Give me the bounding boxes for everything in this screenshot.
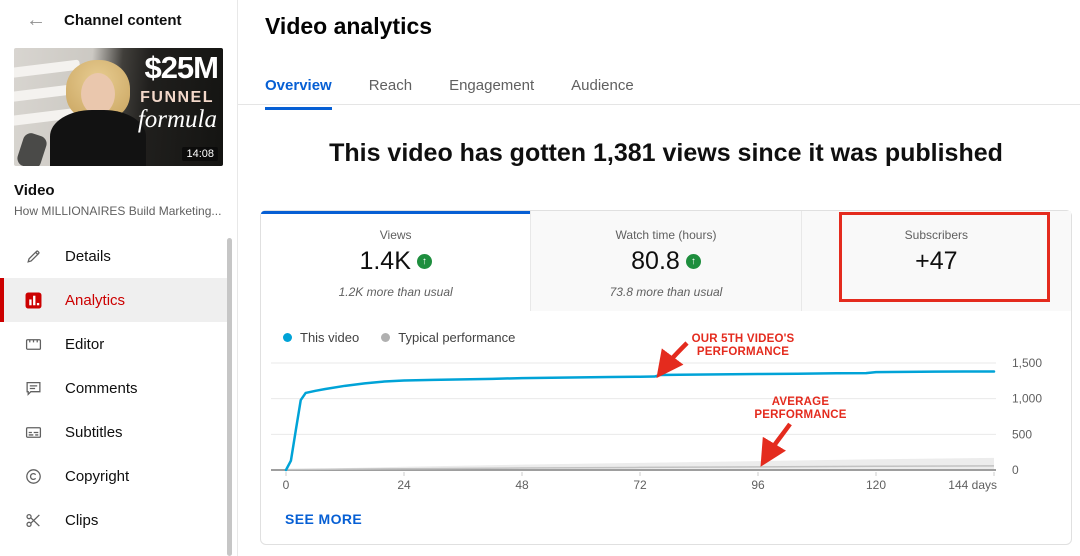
subtitles-icon bbox=[25, 424, 42, 441]
video-title: How MILLIONAIRES Build Marketing... bbox=[14, 204, 222, 218]
sidebar-item-label: Comments bbox=[65, 379, 138, 397]
metric-value: 1.4K ↑ bbox=[261, 247, 530, 276]
annotation-top: OUR 5TH VIDEO'S PERFORMANCE bbox=[691, 333, 795, 358]
sidebar-item-label: Subtitles bbox=[65, 423, 123, 441]
sidebar-divider bbox=[237, 0, 238, 556]
subscribers-highlight-box bbox=[839, 212, 1050, 302]
video-thumbnail[interactable]: $25M FUNNEL formula 14:08 bbox=[14, 48, 223, 166]
metric-value: 80.8 ↑ bbox=[531, 247, 800, 276]
sidebar: ← Channel content $25M FUNNEL formula 14… bbox=[0, 0, 237, 556]
trend-up-icon: ↑ bbox=[416, 254, 432, 269]
metric-label: Subscribers bbox=[904, 228, 968, 242]
sidebar-item-clips[interactable]: Clips bbox=[0, 498, 232, 542]
tab-overview[interactable]: Overview bbox=[265, 77, 332, 110]
sidebar-item-label: Clips bbox=[65, 511, 99, 529]
metric-label: Views bbox=[379, 228, 412, 242]
see-more-link[interactable]: SEE MORE bbox=[285, 511, 363, 527]
metric-label: Watch time (hours) bbox=[615, 228, 717, 242]
metric-card-views[interactable]: Views 1.4K ↑ 1.2K more than usual bbox=[261, 211, 531, 311]
legend-label: Typical performance bbox=[398, 330, 516, 345]
copyright-icon bbox=[25, 468, 42, 485]
bar-chart-icon bbox=[25, 292, 42, 309]
microphone bbox=[15, 131, 49, 166]
video-kind-label: Video bbox=[14, 182, 55, 199]
legend-dot-this-video bbox=[283, 333, 292, 342]
legend-label: This video bbox=[300, 330, 360, 345]
annotation-bottom: AVERAGE PERFORMANCE bbox=[754, 396, 847, 421]
sidebar-item-editor[interactable]: Editor bbox=[0, 322, 232, 366]
sidebar-item-label: Editor bbox=[65, 335, 105, 353]
metric-subtext: 1.2K more than usual bbox=[338, 285, 453, 299]
sidebar-item-details[interactable]: Details bbox=[0, 234, 232, 278]
person-body bbox=[50, 110, 146, 166]
trend-up-icon: ↑ bbox=[685, 254, 701, 269]
legend-dot-typical bbox=[381, 333, 391, 342]
sidebar-menu: Details Analytics Editor bbox=[0, 234, 232, 542]
tab-reach[interactable]: Reach bbox=[368, 77, 413, 94]
metric-value: +47 bbox=[915, 247, 958, 275]
thumbnail-text-funnel: FUNNEL bbox=[140, 89, 214, 106]
thumbnail-text-formula: formula bbox=[137, 106, 217, 133]
video-duration-badge: 14:08 bbox=[182, 147, 218, 161]
comment-icon bbox=[25, 380, 42, 397]
summary-headline: This video has gotten 1,381 views since … bbox=[329, 139, 1003, 167]
metric-cards-row: Views 1.4K ↑ 1.2K more than usual Watch … bbox=[261, 211, 1071, 311]
editor-icon bbox=[25, 336, 42, 353]
sidebar-item-analytics[interactable]: Analytics bbox=[0, 278, 232, 322]
tab-engagement[interactable]: Engagement bbox=[449, 77, 535, 94]
pencil-icon bbox=[25, 248, 42, 265]
tabs-divider bbox=[238, 104, 1080, 105]
metric-card-subscribers[interactable]: Subscribers +47 bbox=[800, 211, 1071, 311]
sidebar-item-comments[interactable]: Comments bbox=[0, 366, 232, 410]
chart-legend: This video Typical performance bbox=[283, 330, 515, 345]
person-face bbox=[81, 73, 115, 115]
sidebar-item-subtitles[interactable]: Subtitles bbox=[0, 410, 232, 454]
sidebar-scrollbar[interactable] bbox=[227, 238, 232, 556]
sidebar-item-label: Analytics bbox=[65, 291, 126, 309]
scissors-icon bbox=[25, 512, 42, 529]
sidebar-item-label: Details bbox=[65, 247, 111, 265]
analytics-tabs: Overview Reach Engagement Audience bbox=[265, 77, 671, 110]
metric-card-watch-time[interactable]: Watch time (hours) 80.8 ↑ 73.8 more than… bbox=[530, 211, 801, 311]
sidebar-item-label: Copyright bbox=[65, 467, 130, 485]
sidebar-title: Channel content bbox=[64, 12, 182, 29]
back-arrow-icon[interactable]: ← bbox=[26, 9, 46, 31]
sidebar-item-copyright[interactable]: Copyright bbox=[0, 454, 232, 498]
thumbnail-text-25m: $25M bbox=[144, 50, 219, 85]
metric-subtext: 73.8 more than usual bbox=[609, 285, 723, 299]
tab-audience[interactable]: Audience bbox=[571, 77, 634, 94]
page-title: Video analytics bbox=[265, 13, 433, 39]
